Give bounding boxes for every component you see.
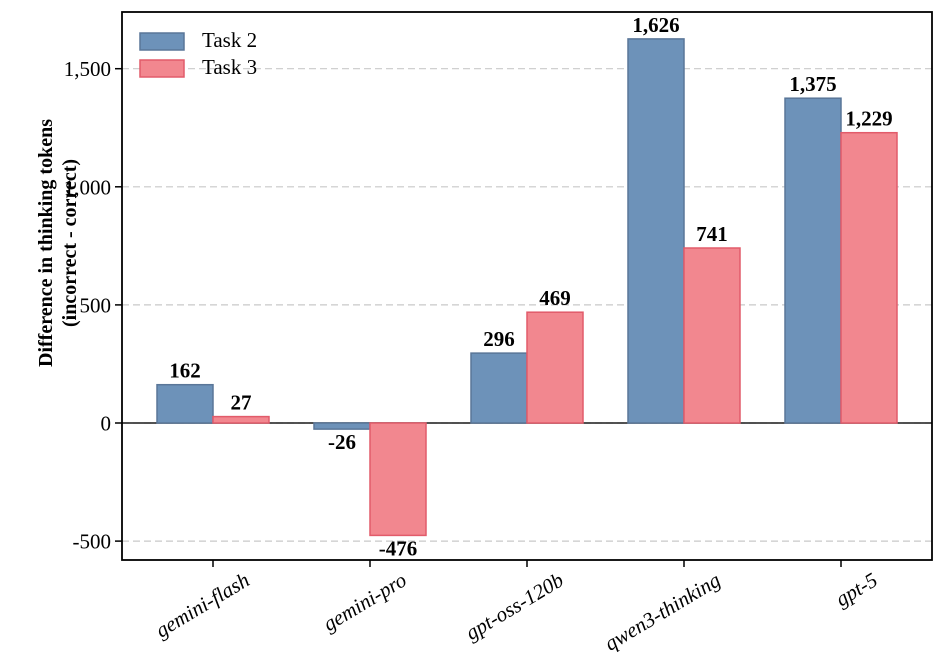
y-tick-label-1000: 1,000 <box>64 175 111 199</box>
x-tick-label-qwen3-thinking: qwen3-thinking <box>600 568 724 656</box>
bar-value-label-task-3-gpt-5: 1,229 <box>845 107 892 131</box>
y-tick-label-1500: 1,500 <box>64 57 111 81</box>
bar-value-label-task-3-qwen3-thinking: 741 <box>696 222 728 246</box>
y-tick-label-500: 500 <box>80 293 112 317</box>
legend-swatch-task3 <box>139 59 185 78</box>
bar-task-3-gpt-5 <box>840 131 898 424</box>
x-tick-label-gpt-5: gpt-5 <box>831 568 881 611</box>
x-tick-label-gemini-flash: gemini-flash <box>151 568 253 643</box>
bar-task-3-qwen3-thinking <box>683 247 741 424</box>
y-tick-label-0: 0 <box>101 412 112 436</box>
bar-value-label-task-2-qwen3-thinking: 1,626 <box>632 13 679 37</box>
bar-value-label-task-3-gemini-flash: 27 <box>231 391 252 415</box>
legend-swatch-task2 <box>139 32 185 51</box>
bar-value-label-task-2-gpt-5: 1,375 <box>789 72 836 96</box>
x-tick-label-gpt-oss-120b: gpt-oss-120b <box>461 568 567 645</box>
bar-task-3-gpt-oss-120b <box>526 311 584 424</box>
bar-value-label-task-3-gpt-oss-120b: 469 <box>539 286 571 310</box>
bar-task-2-gpt-5 <box>784 97 842 424</box>
bar-value-label-task-2-gemini-pro: -26 <box>328 430 356 454</box>
bar-task-3-gemini-flash <box>212 415 270 424</box>
x-tick-label-gemini-pro: gemini-pro <box>319 568 411 636</box>
bar-value-label-task-3-gemini-pro: -476 <box>379 536 418 560</box>
y-axis-label-line-1: Difference in thinking tokens <box>35 119 57 367</box>
bar-task-2-qwen3-thinking <box>627 38 685 424</box>
bar-task-2-gemini-flash <box>156 383 214 424</box>
bar-value-label-task-2-gemini-flash: 162 <box>169 359 201 383</box>
legend-label-task2: Task 2 <box>202 28 257 52</box>
bar-task-2-gemini-pro <box>313 422 371 430</box>
bar-task-3-gemini-pro <box>369 422 427 537</box>
y-tick-label--500: -500 <box>73 530 112 554</box>
legend-label-task3: Task 3 <box>202 55 257 79</box>
bar-value-label-task-2-gpt-oss-120b: 296 <box>483 327 515 351</box>
bar-task-2-gpt-oss-120b <box>470 352 528 424</box>
y-axis-label-line-2: (incorrect - correct) <box>59 159 81 327</box>
